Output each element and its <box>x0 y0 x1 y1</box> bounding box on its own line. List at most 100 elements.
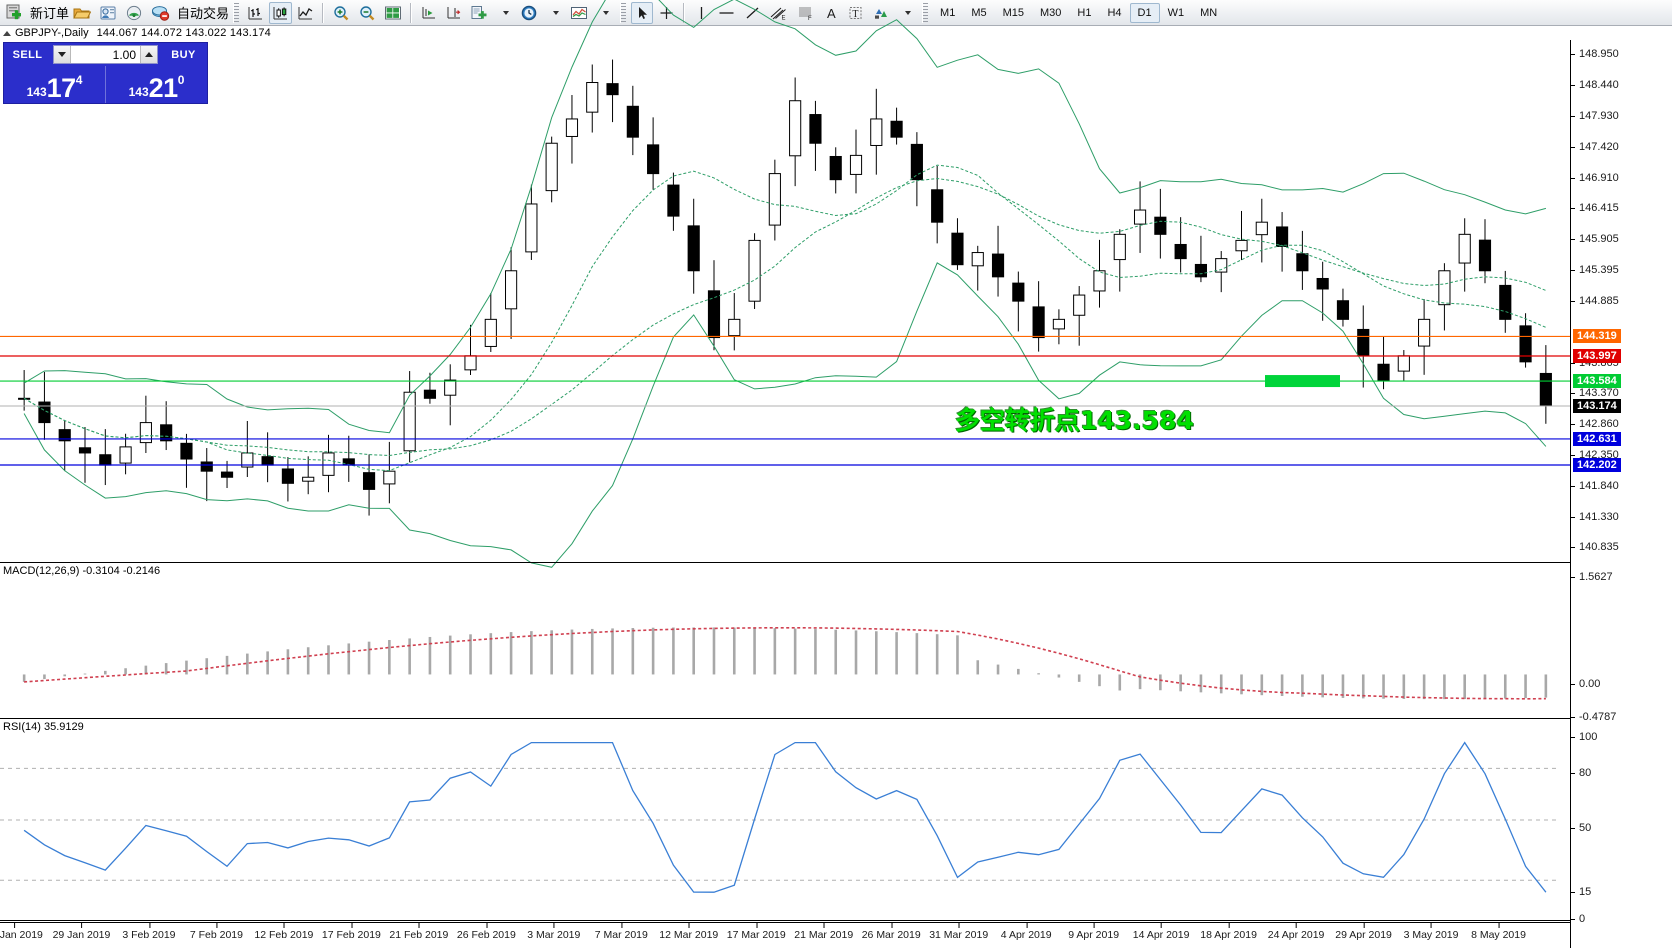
candlestick-chart-icon[interactable] <box>269 1 293 24</box>
indicator-icon[interactable] <box>567 2 591 24</box>
chart-annotation-text: 多空转折点143.584 <box>955 406 1194 435</box>
price-tick: 146.910 <box>1571 172 1619 184</box>
autotrade-label[interactable]: 自动交易 <box>177 7 230 22</box>
buy-button[interactable]: BUY <box>171 48 196 61</box>
candlestick <box>119 433 132 475</box>
price-level-label[interactable]: 143.997 <box>1573 348 1621 363</box>
candlestick <box>58 420 71 472</box>
date-tick: 7 Mar 2019 <box>594 923 648 941</box>
candlestick <box>261 432 274 483</box>
candlestick <box>362 454 376 516</box>
timeframe-w1[interactable]: W1 <box>1167 6 1185 19</box>
main-toolbar: 新订单 自动交易 <box>0 0 1672 26</box>
timeframe-mn[interactable]: MN <box>1200 6 1218 19</box>
buy-price-fraction: 0 <box>177 73 185 87</box>
new-order-label[interactable]: 新订单 <box>30 7 70 22</box>
vline-icon[interactable] <box>690 2 712 24</box>
candlestick <box>18 370 31 411</box>
price-level-label[interactable]: 142.631 <box>1573 431 1621 446</box>
period-dropdown-icon[interactable] <box>543 2 565 24</box>
date-tick: 26 Mar 2019 <box>861 923 921 941</box>
sell-price[interactable]: 143 17 4 <box>4 66 105 103</box>
highlight-rectangle[interactable] <box>1265 375 1340 388</box>
shapes-icon[interactable] <box>869 2 893 24</box>
candlestick <box>667 172 680 231</box>
timeframe-h1[interactable]: H1 <box>1077 6 1092 19</box>
sell-button[interactable]: SELL <box>12 48 43 61</box>
candlestick <box>1194 235 1208 283</box>
candlestick <box>829 147 842 194</box>
candlestick <box>991 225 1005 297</box>
candlestick <box>1397 350 1410 382</box>
buy-price[interactable]: 143 21 0 <box>105 66 207 103</box>
hline-icon[interactable] <box>714 2 739 24</box>
template-dropdown-icon[interactable] <box>493 2 515 24</box>
toolbar-grip-lines[interactable] <box>620 2 627 23</box>
timeframe-m5[interactable]: M5 <box>971 6 987 19</box>
svg-text:A: A <box>827 6 836 21</box>
profile-icon[interactable] <box>96 2 120 24</box>
period-icon[interactable] <box>517 2 541 24</box>
price-tick: 140.835 <box>1571 541 1619 553</box>
template-icon[interactable] <box>467 2 491 24</box>
candlestick <box>1478 219 1492 284</box>
timeframe-h4[interactable]: H4 <box>1107 6 1122 19</box>
bar-chart-icon[interactable] <box>244 2 267 24</box>
shift-start-icon[interactable] <box>417 2 440 24</box>
crosshair-icon[interactable] <box>655 2 678 24</box>
indicator-dropdown-icon[interactable] <box>593 2 615 24</box>
rsi-tick: 15 <box>1571 886 1591 898</box>
zoom-out-icon[interactable] <box>355 2 379 24</box>
zoom-in-icon[interactable] <box>329 2 353 24</box>
price-scale[interactable]: 148.950 148.440 147.930 147.420 146.910 146.4… <box>1570 40 1672 948</box>
folder-icon[interactable] <box>70 2 94 24</box>
candlestick <box>789 77 802 187</box>
shapes-dropdown-icon[interactable] <box>895 2 917 24</box>
macd-chart-canvas <box>22 626 1548 700</box>
collapse-triangle-icon[interactable] <box>3 30 11 36</box>
timeframe-m15[interactable]: M15 <box>1002 6 1024 19</box>
shift-end-icon[interactable] <box>442 2 465 24</box>
timeframe-m30[interactable]: M30 <box>1040 6 1062 19</box>
date-tick: 3 Mar 2019 <box>527 923 581 941</box>
volume-decrease-button[interactable] <box>54 46 71 63</box>
candlestick <box>1438 263 1451 331</box>
rsi-pane-divider <box>0 718 1570 719</box>
price-level-label[interactable]: 142.202 <box>1573 457 1621 472</box>
price-tick: 141.330 <box>1571 511 1619 523</box>
tile-windows-icon[interactable] <box>381 2 405 24</box>
line-chart-icon[interactable] <box>294 2 317 24</box>
candlestick <box>383 441 396 504</box>
volume-input[interactable]: 1.00 <box>112 47 136 62</box>
indicator-line <box>23 262 1547 568</box>
cursor-icon[interactable] <box>631 1 654 24</box>
text-icon[interactable]: A <box>820 2 842 24</box>
candlestick <box>1235 210 1248 261</box>
volume-stepper[interactable]: 1.00 <box>53 45 158 64</box>
label-icon[interactable]: T <box>844 2 867 24</box>
autotrade-icon[interactable] <box>148 2 173 24</box>
candlestick <box>1316 261 1329 321</box>
signals-icon[interactable] <box>122 2 146 24</box>
price-level-label[interactable]: 143.174 <box>1573 398 1621 413</box>
date-tick: 17 Feb 2019 <box>321 923 381 941</box>
buy-price-big-figure: 143 <box>128 85 149 99</box>
candlestick <box>626 85 639 156</box>
date-scale[interactable]: 24 Jan 2019 29 Jan 2019 3 Feb 2019 7 Feb 20… <box>0 922 1570 948</box>
candlestick <box>647 117 660 190</box>
new-order-button[interactable] <box>3 2 26 24</box>
timeframe-d1[interactable]: D1 <box>1129 2 1160 23</box>
price-tick: 142.860 <box>1571 418 1619 430</box>
equidistant-channel-icon[interactable]: E <box>766 2 791 24</box>
price-level-label[interactable]: 144.319 <box>1573 329 1621 344</box>
candlestick <box>1255 198 1268 263</box>
price-tick: 146.415 <box>1571 202 1619 214</box>
volume-increase-button[interactable] <box>140 46 157 63</box>
timeframe-m1[interactable]: M1 <box>940 6 956 19</box>
toolbar-grip-charts[interactable] <box>233 2 240 23</box>
fibonacci-icon[interactable]: F <box>793 2 818 24</box>
price-level-label[interactable]: 143.584 <box>1573 374 1621 389</box>
macd-tick: 0.00 <box>1571 678 1600 690</box>
trendline-icon[interactable] <box>741 2 764 24</box>
toolbar-grip-timeframes[interactable] <box>922 2 929 23</box>
